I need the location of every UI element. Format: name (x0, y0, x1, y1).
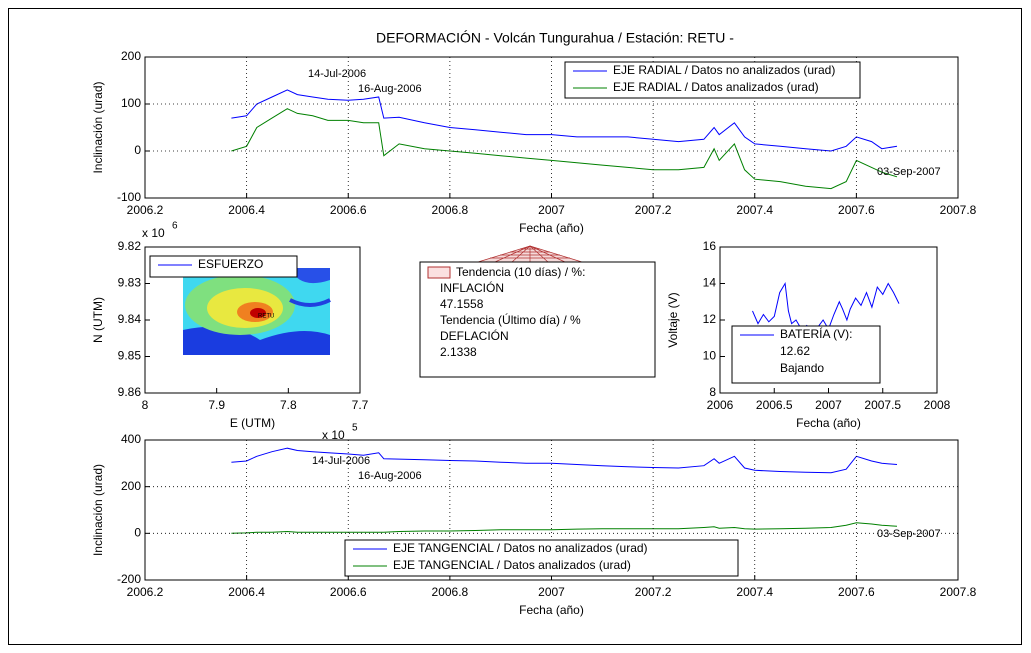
x-tick-label: 7.8 (280, 398, 297, 412)
legend-label: ESFUERZO (198, 257, 263, 271)
y-scale: x 10 (142, 226, 165, 240)
x-tick-label: 2007.5 (864, 398, 901, 412)
y-axis-title: Inclinación (urad) (91, 464, 105, 556)
x-tick-label: 2006.8 (432, 585, 469, 599)
y-tick-label: 400 (121, 432, 141, 446)
x-tick-label: 2006.2 (127, 203, 164, 217)
y-tick-label: -100 (117, 190, 141, 204)
x-tick-label: 2006.4 (228, 585, 265, 599)
x-tick-label: 2007 (538, 585, 565, 599)
annotation: 14-Jul-2006 (308, 68, 366, 80)
figure: DEFORMACIÓN - Volcán Tungurahua / Estaci… (0, 0, 1031, 653)
y-tick-label: 100 (121, 96, 141, 110)
y-tick-label: 9.86 (118, 385, 142, 399)
legend-extra: 12.62 (780, 344, 810, 358)
x-tick-label: 2006.6 (330, 585, 367, 599)
x-tick-label: 2006.5 (756, 398, 793, 412)
y-tick-label: 10 (703, 349, 717, 363)
legend-extra: Bajando (780, 361, 824, 375)
y-scale-exp: 6 (172, 221, 178, 232)
legend-label: BATERÍA (V): (780, 326, 852, 341)
y-tick-label: 14 (703, 276, 717, 290)
y-tick-label: 0 (134, 143, 141, 157)
annotation: 03-Sep-2007 (877, 166, 941, 178)
annotation: 16-Aug-2006 (358, 83, 422, 95)
legend-swatch (428, 267, 450, 278)
x-tick-label: 2007.2 (635, 203, 672, 217)
y-axis-title: N (UTM) (91, 297, 105, 343)
x-axis-title: Fecha (año) (519, 603, 584, 617)
text-line: 2.1338 (440, 345, 477, 359)
y-tick-label: 200 (121, 479, 141, 493)
x-axis-title: Fecha (año) (519, 221, 584, 235)
x-tick-label: 8 (142, 398, 149, 412)
annotation: 03-Sep-2007 (877, 528, 941, 540)
y-axis-title: Voltaje (V) (666, 292, 680, 347)
y-tick-label: 9.83 (118, 276, 142, 290)
x-axis-title: Fecha (año) (796, 416, 861, 430)
x-tick-label: 2006.4 (228, 203, 265, 217)
legend-label: EJE TANGENCIAL / Datos analizados (urad) (393, 558, 631, 572)
y-tick-label: 12 (703, 312, 717, 326)
text-line: 47.1558 (440, 297, 484, 311)
x-tick-label: 2007.8 (940, 203, 977, 217)
x-tick-label: 2006.2 (127, 585, 164, 599)
y-tick-label: 9.85 (118, 349, 142, 363)
y-tick-label: -200 (117, 572, 141, 586)
page: DEFORMACIÓN - Volcán Tungurahua / Estaci… (0, 0, 1031, 653)
x-axis-title: E (UTM) (230, 416, 275, 430)
x-tick-label: 2006.6 (330, 203, 367, 217)
x-tick-label: 2007.4 (736, 585, 773, 599)
x-tick-label: 2008 (924, 398, 951, 412)
x-tick-label: 2007.8 (940, 585, 977, 599)
y-tick-label: 200 (121, 49, 141, 63)
x-tick-label: 2007.6 (838, 585, 875, 599)
annotation: 14-Jul-2006 (312, 455, 370, 467)
map-image (183, 268, 330, 355)
x-tick-label: 2007.4 (736, 203, 773, 217)
y-axis-title: Inclinación (urad) (91, 81, 105, 173)
y-tick-label: 8 (709, 385, 716, 399)
legend-label: Tendencia (10 días) / %: (456, 265, 585, 279)
x-tick-label: 2006.8 (432, 203, 469, 217)
x-scale-exp: 5 (352, 423, 358, 434)
text-line: INFLACIÓN (440, 280, 504, 295)
legend-label: EJE RADIAL / Datos no analizados (urad) (613, 63, 835, 77)
chart-title: DEFORMACIÓN - Volcán Tungurahua / Estaci… (376, 30, 734, 46)
station-label: RETU (258, 314, 274, 320)
x-tick-label: 2007.2 (635, 585, 672, 599)
x-tick-label: 7.9 (208, 398, 225, 412)
y-tick-label: 0 (134, 526, 141, 540)
y-tick-label: 16 (703, 239, 717, 253)
x-tick-label: 2007 (538, 203, 565, 217)
x-tick-label: 7.7 (352, 398, 369, 412)
x-tick-label: 2007 (815, 398, 842, 412)
annotation: 16-Aug-2006 (358, 470, 422, 482)
text-line: Tendencia (Último día) / % (440, 312, 581, 327)
legend-label: EJE RADIAL / Datos analizados (urad) (613, 80, 819, 94)
y-tick-label: 9.82 (118, 239, 142, 253)
text-line: DEFLACIÓN (440, 328, 509, 343)
legend-label: EJE TANGENCIAL / Datos no analizados (ur… (393, 541, 648, 555)
y-tick-label: 9.84 (118, 312, 142, 326)
x-tick-label: 2006 (707, 398, 734, 412)
x-tick-label: 2007.6 (838, 203, 875, 217)
